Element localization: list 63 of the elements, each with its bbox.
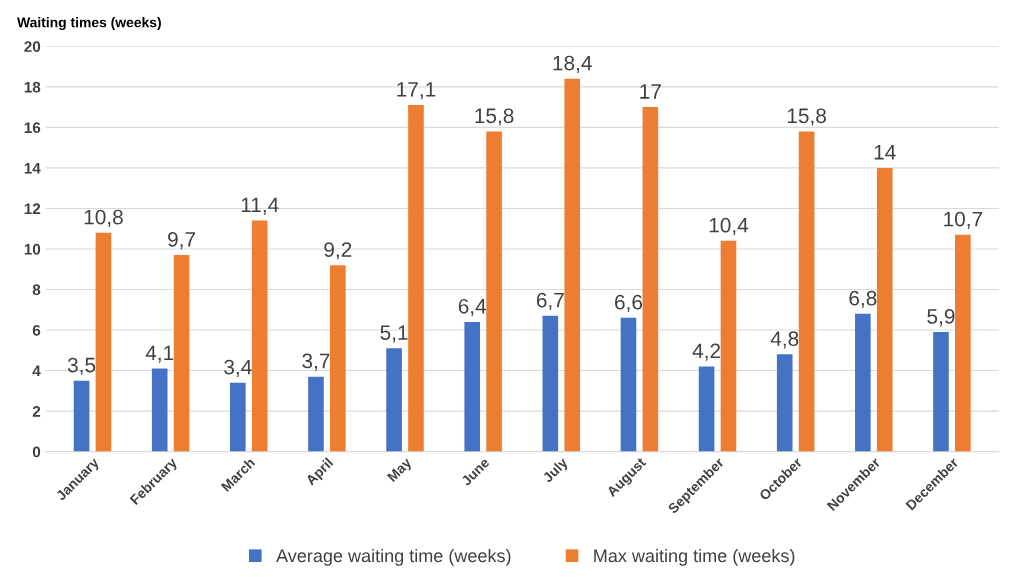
bar [798, 131, 815, 452]
bar [386, 348, 402, 452]
bar [95, 232, 112, 452]
y-tick-label: 4 [32, 365, 41, 377]
bar [464, 321, 481, 452]
data-label: 5,1 [380, 325, 408, 343]
data-label: 3,7 [302, 353, 330, 371]
data-label: 4,8 [770, 331, 799, 349]
x-tick-label: July [541, 456, 571, 486]
bar [408, 105, 424, 452]
bar [230, 382, 246, 452]
bar [776, 354, 793, 452]
data-label: 6,7 [536, 292, 564, 311]
data-label: 4,1 [145, 345, 174, 363]
bar [698, 366, 715, 452]
bar [542, 315, 559, 452]
bar [308, 376, 324, 452]
y-tick-label: 0 [32, 446, 41, 458]
bar [620, 317, 637, 452]
bar [173, 255, 190, 452]
y-tick-label: 8 [32, 284, 41, 296]
data-label: 6,6 [615, 294, 643, 313]
y-tick-label: 14 [24, 162, 41, 174]
y-tick-label: 18 [24, 81, 41, 93]
data-label: 10,7 [944, 211, 983, 229]
data-label: 6,4 [458, 298, 487, 317]
data-label: 15,8 [787, 108, 826, 126]
y-tick-label: 10 [24, 243, 41, 255]
data-label: 3,5 [67, 357, 96, 375]
data-label: 18,4 [553, 55, 592, 73]
bar [855, 313, 871, 452]
bar [642, 107, 659, 452]
y-tick-label: 16 [24, 122, 41, 134]
y-tick-label: 20 [24, 41, 41, 53]
data-label: 10,8 [84, 209, 123, 227]
data-label: 6,8 [849, 290, 877, 308]
legend-label: Max waiting time (weeks) [594, 548, 795, 566]
y-tick-label: 6 [32, 324, 41, 336]
bar [330, 265, 346, 452]
data-label: 9,2 [324, 242, 352, 260]
bar [564, 78, 581, 452]
bar [720, 240, 737, 452]
bar [955, 234, 971, 452]
data-label: 17,1 [397, 82, 436, 100]
bar [73, 380, 90, 452]
data-label: 15,8 [475, 108, 514, 126]
legend-label: Average waiting time (weeks) [276, 548, 511, 566]
data-label: 14 [874, 145, 896, 160]
data-label: 9,7 [168, 232, 196, 250]
y-tick-label: 2 [32, 405, 41, 417]
bar [933, 332, 949, 452]
y-axis-title: Waiting times (weeks) [17, 17, 161, 31]
bar [151, 368, 168, 452]
bar [486, 131, 502, 452]
data-label: 5,9 [927, 309, 955, 327]
data-label: 10,4 [709, 217, 749, 236]
data-label: 4,2 [692, 343, 721, 361]
bar [251, 220, 268, 452]
data-label: 3,4 [224, 359, 252, 377]
data-label: 17 [640, 84, 661, 99]
data-label: 11,4 [241, 197, 279, 215]
bar [876, 167, 893, 452]
y-tick-label: 12 [24, 203, 41, 214]
